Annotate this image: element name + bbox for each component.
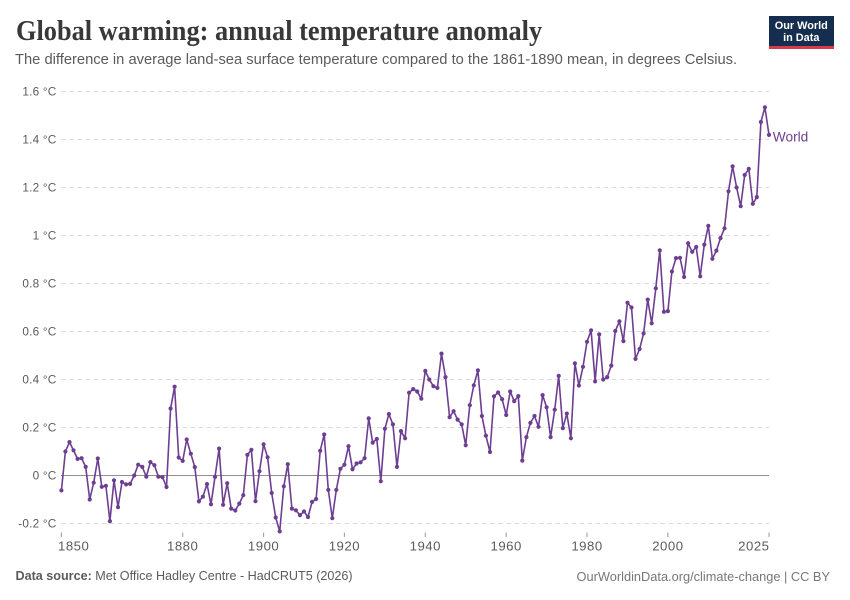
svg-text:2000: 2000: [652, 539, 683, 554]
svg-text:2025: 2025: [738, 539, 769, 554]
svg-text:1 °C: 1 °C: [33, 229, 57, 243]
svg-text:1940: 1940: [410, 539, 441, 554]
svg-text:-0.2 °C: -0.2 °C: [18, 517, 57, 531]
svg-text:0.4 °C: 0.4 °C: [22, 373, 56, 387]
svg-text:1.4 °C: 1.4 °C: [22, 133, 56, 147]
svg-text:1850: 1850: [58, 539, 89, 554]
svg-text:0 °C: 0 °C: [33, 469, 57, 483]
svg-text:1960: 1960: [491, 539, 522, 554]
svg-text:0.6 °C: 0.6 °C: [22, 325, 56, 339]
svg-text:1.2 °C: 1.2 °C: [22, 181, 56, 195]
svg-text:0.2 °C: 0.2 °C: [22, 421, 56, 435]
svg-text:1980: 1980: [571, 539, 602, 554]
svg-text:1900: 1900: [248, 539, 279, 554]
svg-text:1.6 °C: 1.6 °C: [22, 85, 56, 99]
svg-text:1920: 1920: [329, 539, 360, 554]
svg-text:World: World: [773, 130, 809, 145]
svg-text:0.8 °C: 0.8 °C: [22, 277, 56, 291]
svg-text:1880: 1880: [167, 539, 198, 554]
